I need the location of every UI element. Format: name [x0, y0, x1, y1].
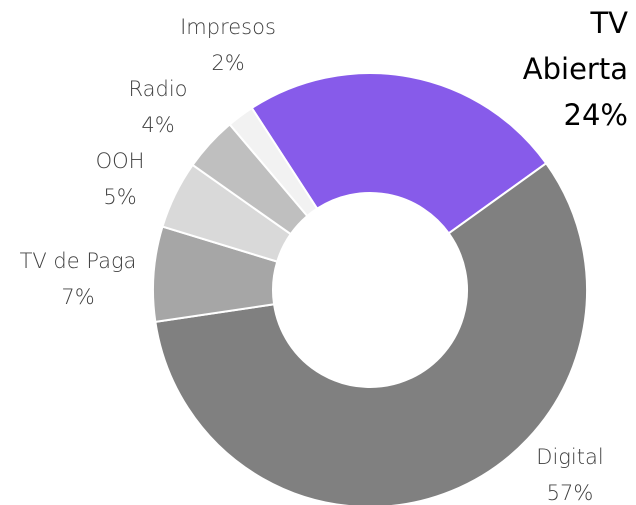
slice-value-label: 2% — [211, 51, 244, 75]
slice-value-label: 7% — [61, 285, 94, 309]
slice-value-label: 5% — [103, 185, 136, 209]
slice-label: Radio — [128, 77, 187, 101]
slice-value-label: 24% — [564, 98, 628, 132]
donut-slice — [228, 106, 319, 218]
slice-value-label: 57% — [547, 481, 594, 505]
slice-label: OOH — [96, 149, 145, 173]
donut-slice — [154, 161, 588, 505]
slice-label: TV Abierta — [523, 6, 628, 86]
donut-slice — [250, 72, 548, 235]
slice-label: Digital — [536, 445, 603, 469]
slice-label: Impresos — [180, 15, 276, 39]
slice-value-label: 4% — [141, 113, 174, 137]
slice-label: TV de Paga — [20, 249, 137, 273]
